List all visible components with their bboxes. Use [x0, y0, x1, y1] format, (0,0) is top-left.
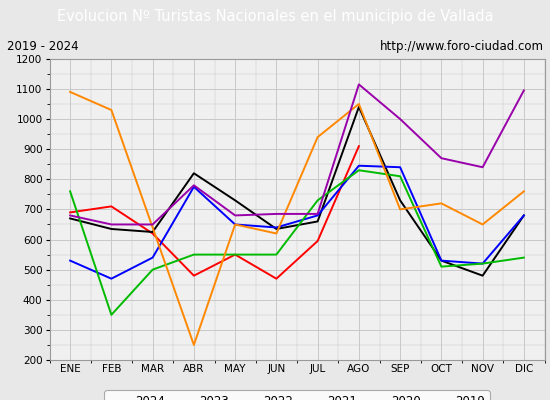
2019	[479, 165, 486, 170]
2022	[190, 184, 197, 189]
Line: 2024: 2024	[70, 146, 359, 279]
2022	[150, 255, 156, 260]
2024	[108, 204, 115, 209]
2023	[67, 216, 74, 221]
2023	[232, 198, 239, 203]
Line: 2022: 2022	[70, 166, 524, 279]
2023	[355, 104, 362, 109]
2020	[397, 207, 404, 212]
2019	[520, 88, 527, 93]
2019	[232, 213, 239, 218]
2019	[190, 183, 197, 188]
2021	[355, 168, 362, 173]
Line: 2023: 2023	[70, 107, 524, 276]
2020	[438, 201, 444, 206]
2023	[397, 198, 404, 203]
2019	[108, 222, 115, 227]
2021	[438, 264, 444, 269]
2020	[520, 189, 527, 194]
2023	[273, 226, 279, 231]
2023	[315, 219, 321, 224]
Text: Evolucion Nº Turistas Nacionales en el municipio de Vallada: Evolucion Nº Turistas Nacionales en el m…	[57, 10, 493, 24]
2023	[108, 226, 115, 231]
2022	[397, 165, 404, 170]
2020	[273, 231, 279, 236]
Line: 2020: 2020	[70, 92, 524, 345]
Text: http://www.foro-ciudad.com: http://www.foro-ciudad.com	[379, 40, 543, 53]
2024	[273, 276, 279, 281]
2022	[479, 261, 486, 266]
Text: 2019 - 2024: 2019 - 2024	[7, 40, 78, 53]
2023	[150, 230, 156, 234]
2020	[315, 135, 321, 140]
Line: 2021: 2021	[70, 170, 524, 315]
2019	[150, 222, 156, 227]
2019	[397, 117, 404, 122]
2021	[315, 198, 321, 203]
2024	[190, 273, 197, 278]
2023	[438, 258, 444, 263]
2023	[190, 171, 197, 176]
2024	[150, 231, 156, 236]
2020	[67, 90, 74, 94]
2020	[150, 225, 156, 230]
2022	[315, 213, 321, 218]
2020	[355, 102, 362, 106]
2021	[150, 267, 156, 272]
2021	[190, 252, 197, 257]
2021	[397, 174, 404, 179]
Line: 2019: 2019	[70, 84, 524, 224]
2022	[232, 222, 239, 227]
2020	[190, 342, 197, 347]
2023	[520, 213, 527, 218]
2024	[67, 210, 74, 215]
2019	[355, 82, 362, 87]
2019	[67, 213, 74, 218]
2022	[520, 213, 527, 218]
2021	[232, 252, 239, 257]
2021	[67, 189, 74, 194]
2019	[315, 212, 321, 216]
2022	[108, 276, 115, 281]
2022	[67, 258, 74, 263]
2019	[273, 212, 279, 216]
Legend: 2024, 2023, 2022, 2021, 2020, 2019: 2024, 2023, 2022, 2021, 2020, 2019	[104, 390, 490, 400]
2024	[355, 144, 362, 148]
2022	[438, 258, 444, 263]
2019	[438, 156, 444, 160]
2020	[232, 222, 239, 227]
2022	[273, 225, 279, 230]
2021	[479, 261, 486, 266]
2023	[479, 273, 486, 278]
2021	[273, 252, 279, 257]
2024	[232, 252, 239, 257]
2024	[315, 239, 321, 244]
2022	[355, 163, 362, 168]
2020	[108, 108, 115, 112]
2020	[479, 222, 486, 227]
2021	[520, 255, 527, 260]
2021	[108, 312, 115, 317]
